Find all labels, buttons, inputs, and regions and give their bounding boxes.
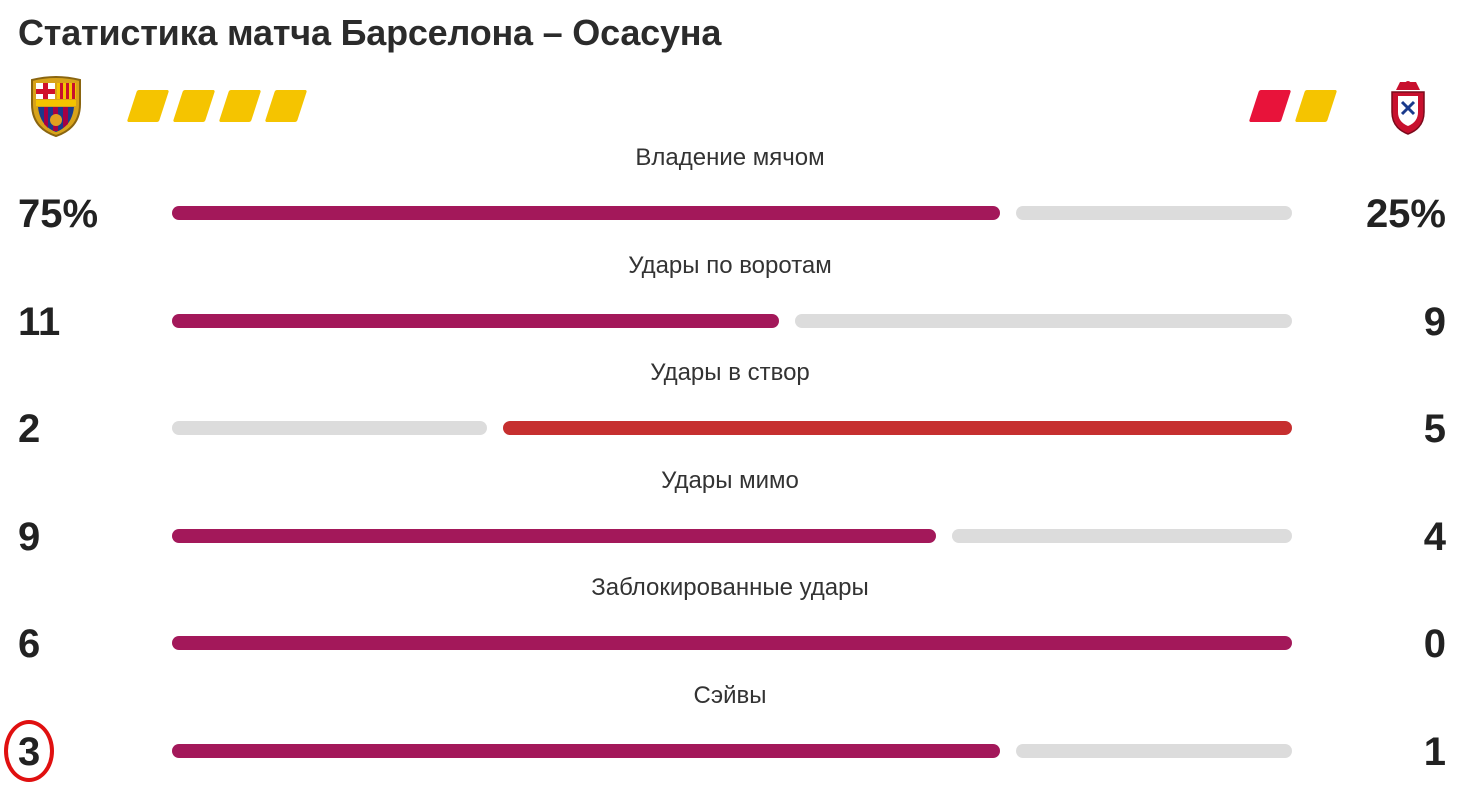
away-bar-segment [952, 528, 1292, 543]
stat-label: Удары по воротам [628, 251, 832, 279]
home-yellow-card-icon [172, 90, 216, 122]
stat-label: Сэйвы [693, 681, 767, 709]
away-stat-value: 4 [1423, 514, 1446, 559]
home-bar-segment [172, 636, 1292, 650]
away-stat-value: 9 [1423, 299, 1446, 344]
home-bar-segment [172, 421, 487, 435]
home-stat-value: 75% [18, 192, 99, 236]
home-yellow-card-icon [126, 90, 170, 122]
away-stat-value: 1 [1423, 729, 1446, 774]
stat-label: Удары мимо [661, 466, 799, 494]
page-title: Статистика матча Барселона – Осасуна [18, 12, 722, 53]
away-stat-value: 0 [1423, 622, 1446, 666]
stat-label: Заблокированные удары [591, 574, 869, 601]
away-cards [1248, 90, 1338, 122]
stat-comparison-bar [172, 636, 1292, 650]
away-stat-value: 25% [1365, 192, 1446, 236]
stat-comparison-bar [172, 206, 1292, 220]
stat-label: Удары в створ [650, 359, 810, 386]
stat-label: Владение мячом [635, 144, 825, 171]
away-red-card-icon [1248, 90, 1292, 122]
home-stat-value: 6 [18, 622, 41, 666]
stat-comparison-bar [172, 528, 1292, 543]
away-bar-segment [795, 313, 1292, 328]
stat-comparison-bar [172, 743, 1292, 758]
stat-comparison-bar [172, 421, 1292, 435]
home-stat-value: 9 [18, 514, 41, 559]
away-bar-segment [1016, 743, 1292, 758]
home-bar-segment [172, 743, 1000, 758]
away-stat-value: 5 [1423, 407, 1446, 451]
home-bar-segment [172, 528, 936, 543]
highlight-circle-annotation [4, 720, 54, 782]
away-bar-segment [1016, 206, 1292, 220]
home-stat-value: 11 [18, 299, 61, 344]
away-yellow-card-icon [1294, 90, 1338, 122]
home-bar-segment [172, 206, 1000, 220]
home-yellow-card-icon [264, 90, 308, 122]
stat-comparison-bar [172, 313, 1292, 328]
home-yellow-card-icon [218, 90, 262, 122]
osasuna-crest-icon [1386, 78, 1430, 136]
barcelona-crest-icon [26, 74, 86, 138]
home-bar-segment [172, 313, 779, 328]
home-stat-value: 2 [18, 407, 41, 451]
home-cards [126, 90, 308, 122]
away-bar-segment [503, 421, 1292, 435]
